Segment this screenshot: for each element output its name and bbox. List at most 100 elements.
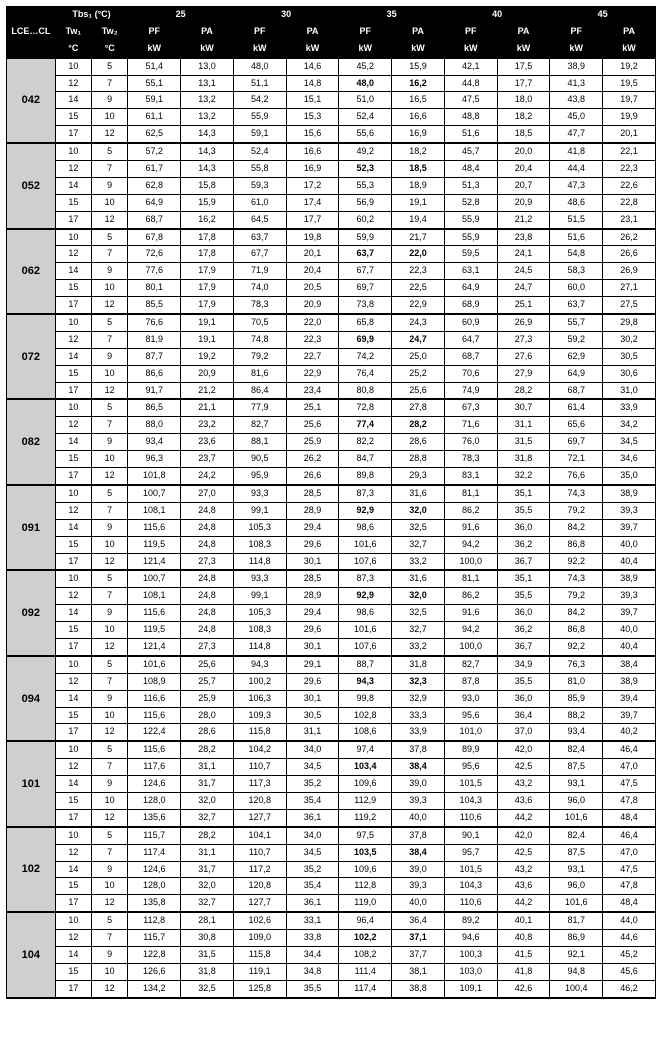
- tw2-value: 12: [92, 126, 128, 143]
- table-value: 45,2: [339, 58, 392, 75]
- corner-title: LCE…CL: [7, 7, 56, 58]
- table-value: 51,0: [339, 92, 392, 109]
- table-value: 17,7: [286, 211, 339, 228]
- table-value: 86,5: [128, 399, 181, 416]
- table-value: 86,9: [550, 930, 603, 947]
- table-value: 42,0: [497, 741, 550, 758]
- temp-group-header: 45: [550, 7, 656, 24]
- table-value: 70,6: [444, 365, 497, 382]
- table-value: 82,4: [550, 741, 603, 758]
- table-value: 106,3: [233, 690, 286, 707]
- table-value: 97,5: [339, 827, 392, 844]
- table-value: 17,2: [286, 177, 339, 194]
- table-value: 14,3: [181, 161, 234, 178]
- table-value: 44,8: [444, 75, 497, 92]
- table-value: 25,1: [497, 297, 550, 314]
- table-value: 86,4: [233, 382, 286, 399]
- table-value: 82,7: [444, 656, 497, 673]
- table-value: 68,7: [550, 382, 603, 399]
- table-value: 64,5: [233, 211, 286, 228]
- table-value: 77,9: [233, 399, 286, 416]
- table-value: 45,0: [550, 109, 603, 126]
- table-value: 81,1: [444, 570, 497, 587]
- table-value: 101,6: [128, 656, 181, 673]
- table-value: 27,6: [497, 348, 550, 365]
- table-value: 96,0: [550, 878, 603, 895]
- table-value: 27,3: [181, 638, 234, 655]
- table-value: 100,7: [128, 570, 181, 587]
- table-value: 24,1: [497, 246, 550, 263]
- table-value: 81,0: [550, 673, 603, 690]
- table-value: 93,1: [550, 776, 603, 793]
- table-value: 42,1: [444, 58, 497, 75]
- table-value: 91,6: [444, 519, 497, 536]
- table-value: 24,8: [181, 502, 234, 519]
- tw2-value: 5: [92, 143, 128, 160]
- table-value: 57,2: [128, 143, 181, 160]
- table-value: 32,2: [497, 468, 550, 485]
- table-value: 98,6: [339, 605, 392, 622]
- tw1-value: 10: [55, 229, 91, 246]
- table-value: 54,8: [550, 246, 603, 263]
- table-value: 55,1: [128, 75, 181, 92]
- table-value: 38,8: [392, 980, 445, 997]
- table-value: 20,9: [497, 194, 550, 211]
- table-value: 19,1: [181, 314, 234, 331]
- table-value: 24,8: [181, 570, 234, 587]
- table-value: 109,3: [233, 707, 286, 724]
- tw2-label: Tw₂: [92, 23, 128, 40]
- tw1-value: 10: [55, 314, 91, 331]
- table-value: 29,8: [603, 314, 656, 331]
- table-value: 46,4: [603, 827, 656, 844]
- tw1-value: 14: [55, 776, 91, 793]
- table-value: 26,2: [286, 451, 339, 468]
- table-value: 117,4: [128, 844, 181, 861]
- table-value: 55,6: [339, 126, 392, 143]
- table-value: 101,0: [444, 724, 497, 741]
- tw1-value: 10: [55, 570, 91, 587]
- table-value: 18,9: [392, 177, 445, 194]
- table-value: 44,4: [550, 161, 603, 178]
- tw2-value: 9: [92, 92, 128, 109]
- val-unit: kW: [233, 40, 286, 57]
- val-unit: kW: [392, 40, 445, 57]
- tw1-value: 15: [55, 194, 91, 211]
- tw2-value: 10: [92, 963, 128, 980]
- table-value: 19,5: [603, 75, 656, 92]
- table-value: 15,9: [392, 58, 445, 75]
- table-value: 51,3: [444, 177, 497, 194]
- table-value: 44,6: [603, 930, 656, 947]
- tw1-value: 15: [55, 109, 91, 126]
- table-value: 34,0: [286, 827, 339, 844]
- table-value: 28,6: [392, 434, 445, 451]
- table-value: 87,8: [444, 673, 497, 690]
- tw2-value: 9: [92, 519, 128, 536]
- table-value: 101,6: [550, 895, 603, 912]
- table-value: 112,9: [339, 792, 392, 809]
- table-value: 115,6: [128, 741, 181, 758]
- table-value: 37,8: [392, 827, 445, 844]
- table-value: 77,4: [339, 417, 392, 434]
- table-value: 115,6: [128, 605, 181, 622]
- table-value: 81,6: [233, 365, 286, 382]
- table-value: 36,4: [497, 707, 550, 724]
- table-value: 94,2: [444, 622, 497, 639]
- table-value: 49,2: [339, 143, 392, 160]
- table-value: 51,6: [444, 126, 497, 143]
- table-value: 14,6: [286, 58, 339, 75]
- table-value: 19,2: [181, 348, 234, 365]
- table-value: 110,6: [444, 809, 497, 826]
- table-value: 20,0: [497, 143, 550, 160]
- table-value: 111,4: [339, 963, 392, 980]
- tw1-value: 15: [55, 707, 91, 724]
- table-value: 115,6: [128, 707, 181, 724]
- table-value: 79,2: [550, 588, 603, 605]
- temp-group-header: 25: [128, 7, 234, 24]
- table-value: 48,4: [603, 895, 656, 912]
- tw2-value: 10: [92, 536, 128, 553]
- table-value: 36,0: [497, 605, 550, 622]
- table-value: 128,0: [128, 878, 181, 895]
- table-value: 47,5: [444, 92, 497, 109]
- table-value: 28,9: [286, 502, 339, 519]
- table-value: 88,2: [550, 707, 603, 724]
